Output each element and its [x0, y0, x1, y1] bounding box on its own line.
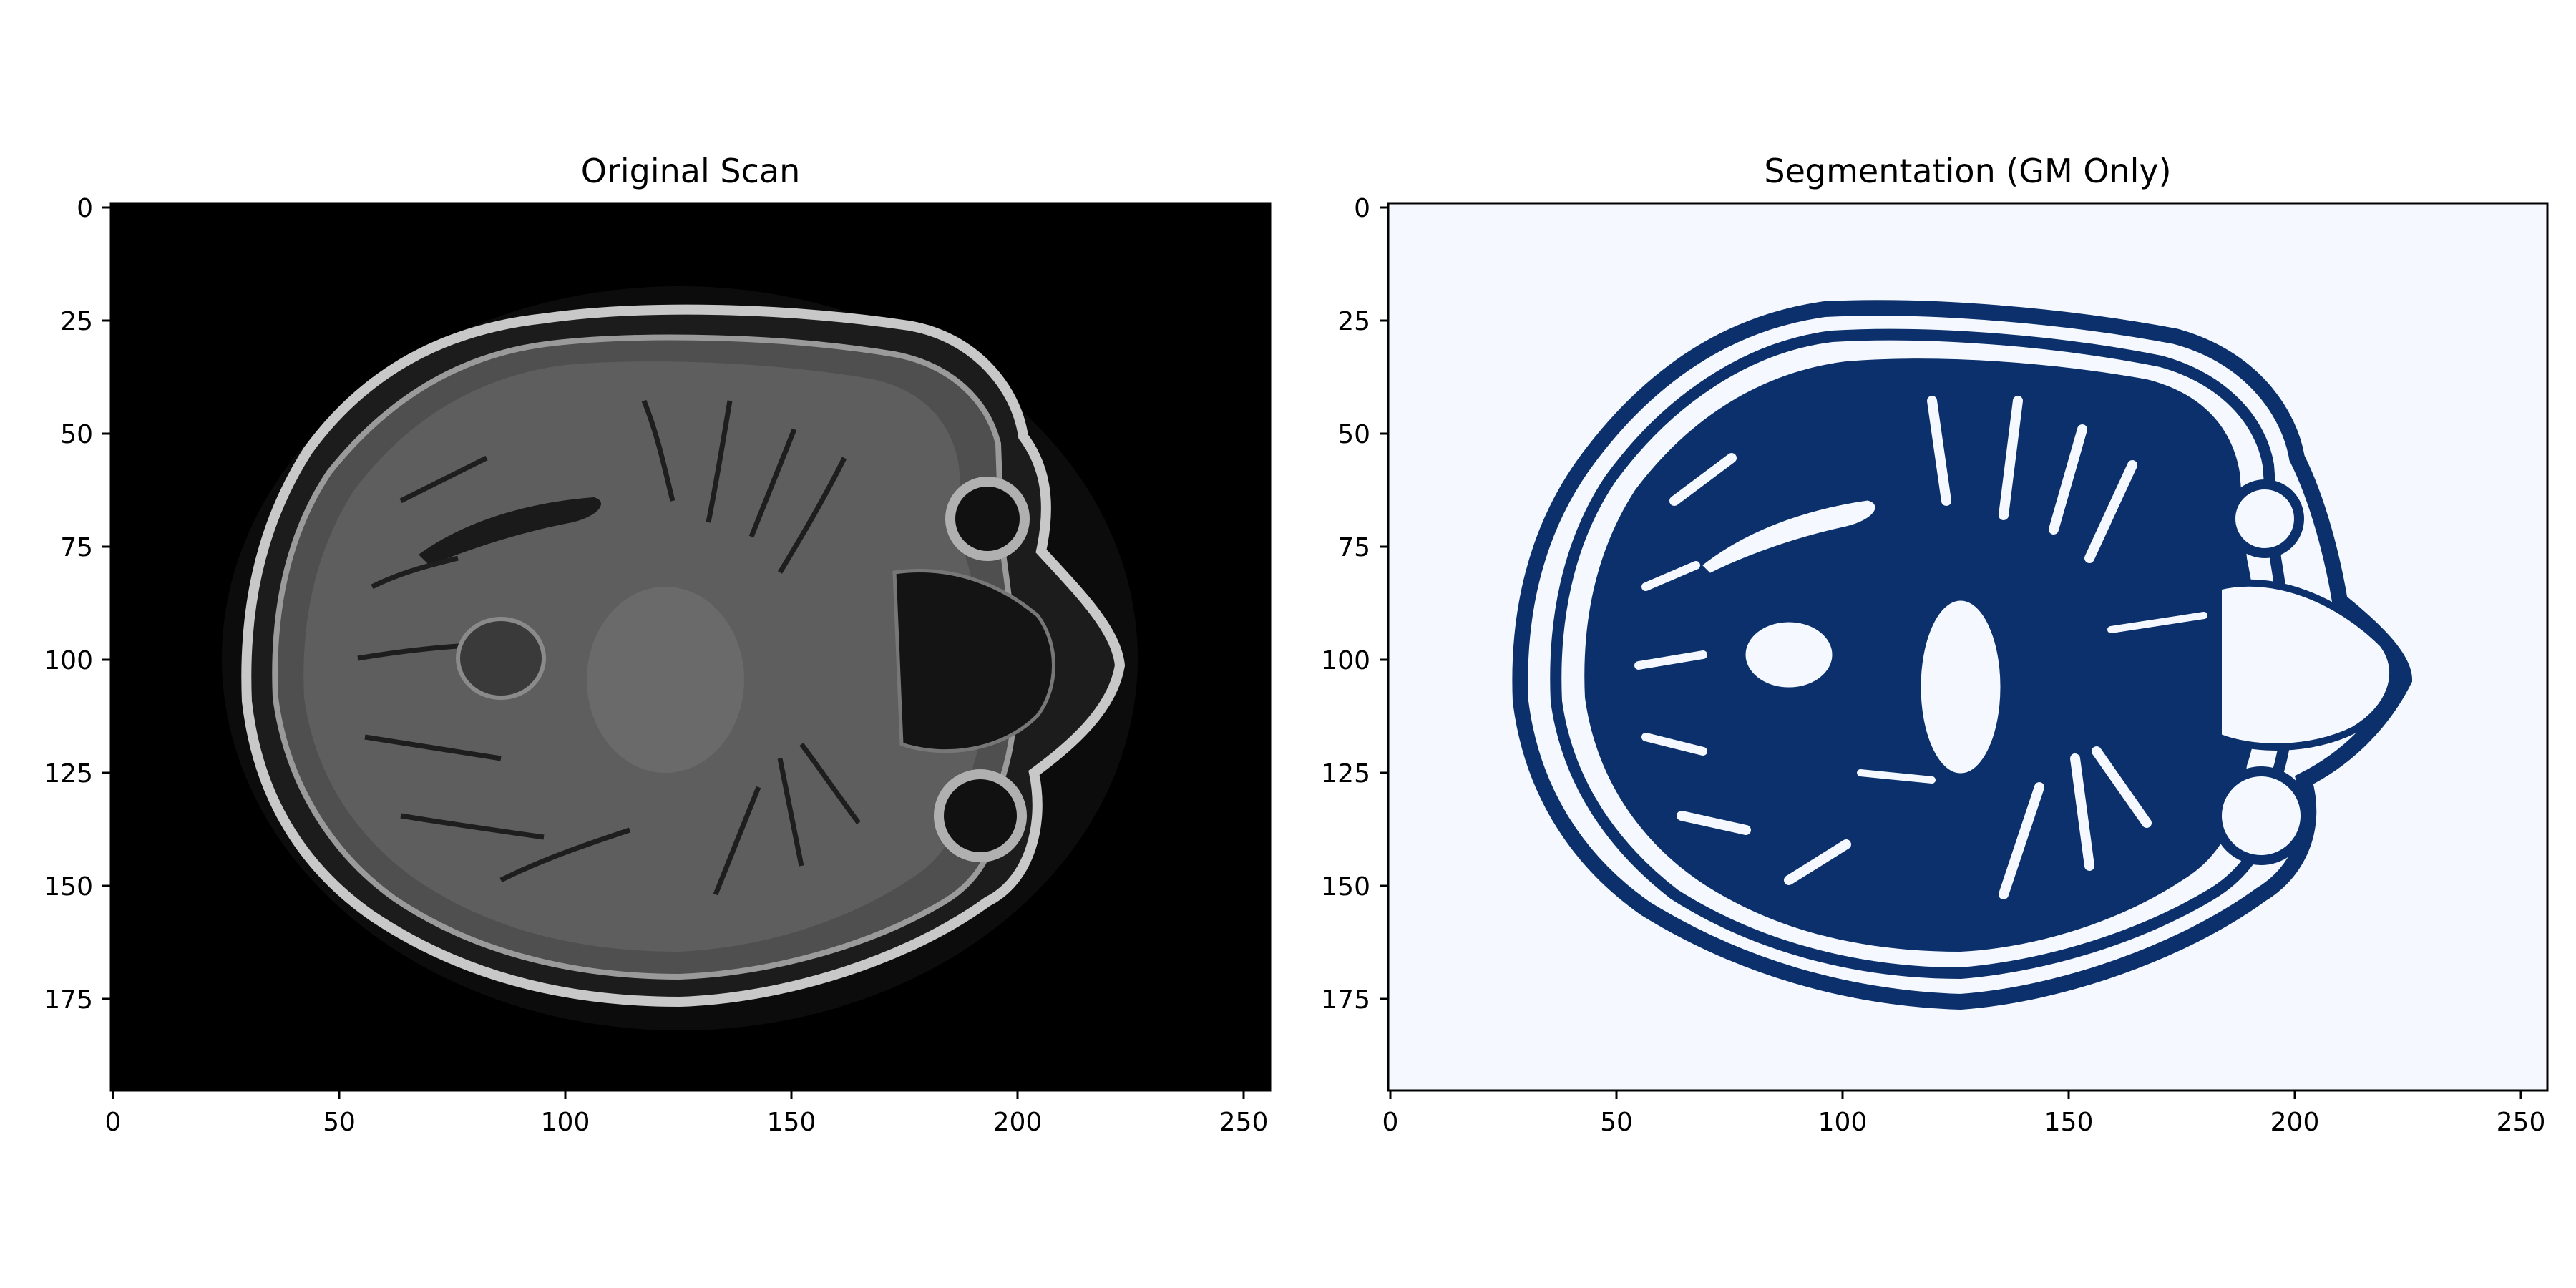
y-tick-label: 0 [77, 194, 93, 223]
y-tick: 125 [1321, 759, 1388, 789]
orbit-lower-mask [2212, 766, 2311, 865]
x-tick-label: 50 [1600, 1108, 1633, 1137]
y-tick: 75 [60, 533, 111, 562]
y-tick-label: 100 [1321, 646, 1370, 675]
y-tick-label: 50 [60, 420, 93, 449]
x-tick-label: 50 [323, 1108, 356, 1137]
y-tick: 0 [77, 194, 111, 223]
x-tick: 150 [2044, 1091, 2094, 1137]
y-tick: 175 [44, 985, 111, 1015]
y-tick: 50 [1337, 420, 1388, 449]
y-tick-label: 25 [1337, 307, 1370, 336]
x-tick-label: 150 [2044, 1108, 2094, 1137]
x-tick: 50 [323, 1091, 356, 1137]
y-tick: 50 [60, 420, 111, 449]
x-tick-label: 0 [105, 1108, 122, 1137]
y-tick-label: 25 [60, 307, 93, 336]
y-tick-label: 150 [1321, 872, 1370, 902]
x-tick: 200 [993, 1091, 1043, 1137]
panel-title: Segmentation (GM Only) [1764, 152, 2171, 190]
y-tick-label: 175 [44, 985, 93, 1015]
x-tick: 100 [1818, 1091, 1868, 1137]
y-tick: 0 [1354, 194, 1388, 223]
y-axis: 0 25 50 75 100 125 150 175 [44, 194, 111, 1015]
y-tick-label: 175 [1321, 985, 1370, 1015]
x-tick: 150 [767, 1091, 816, 1137]
y-tick: 100 [1321, 646, 1388, 675]
gray-matter-mask [1584, 358, 2260, 952]
x-tick: 50 [1600, 1091, 1633, 1137]
y-tick: 25 [60, 307, 111, 336]
y-tick: 75 [1337, 533, 1388, 562]
axes-frame [1387, 202, 2549, 1092]
panel-segmentation: Segmentation (GM Only) [1321, 152, 2549, 1137]
orbit-upper-mask [2225, 479, 2304, 558]
y-tick-label: 0 [1354, 194, 1370, 223]
x-tick: 100 [541, 1091, 590, 1137]
axes-frame [109, 202, 1272, 1092]
orbit-upper [945, 477, 1030, 561]
x-tick: 0 [1382, 1091, 1399, 1137]
x-tick-label: 200 [993, 1108, 1043, 1137]
y-axis: 0 25 50 75 100 125 150 175 [1321, 194, 1388, 1015]
x-tick-label: 0 [1382, 1108, 1399, 1137]
y-tick: 175 [1321, 985, 1388, 1015]
y-tick-label: 100 [44, 646, 93, 675]
y-tick-label: 150 [44, 872, 93, 902]
y-tick-label: 75 [60, 533, 93, 562]
panel-title: Original Scan [581, 152, 800, 190]
mask-outer-ring [1512, 300, 2413, 1010]
segmentation-image [1388, 203, 2547, 1091]
x-tick-label: 200 [2270, 1108, 2320, 1137]
x-tick: 250 [1219, 1091, 1269, 1137]
mask-inner-ring [1550, 328, 2295, 980]
nasal-cavity [892, 569, 1055, 753]
x-tick: 0 [105, 1091, 122, 1137]
ventricle [419, 497, 601, 565]
y-tick: 100 [44, 646, 111, 675]
non-gm-regions [1634, 396, 2207, 899]
x-tick-label: 100 [541, 1108, 590, 1137]
sulci [357, 399, 861, 896]
cerebral-peduncle [456, 617, 546, 700]
mri-image [111, 203, 1270, 1091]
y-tick-label: 50 [1337, 420, 1370, 449]
x-tick: 250 [2497, 1091, 2546, 1137]
orbit-lower [934, 769, 1027, 862]
x-tick-label: 250 [1219, 1108, 1269, 1137]
y-tick-label: 125 [1321, 759, 1370, 789]
y-tick-label: 75 [1337, 533, 1370, 562]
x-axis: 0 50 100 150 200 250 [1382, 1091, 2546, 1137]
panel-original-scan: Original Scan [44, 152, 1272, 1137]
x-tick: 200 [2270, 1091, 2320, 1137]
x-tick-label: 100 [1818, 1108, 1868, 1137]
brainstem [587, 587, 744, 773]
x-tick-label: 250 [2497, 1108, 2546, 1137]
y-tick: 150 [44, 872, 111, 902]
x-axis: 0 50 100 150 200 250 [105, 1091, 1269, 1137]
x-tick-label: 150 [767, 1108, 816, 1137]
y-tick: 25 [1337, 307, 1388, 336]
y-tick-label: 125 [44, 759, 93, 789]
y-tick: 150 [1321, 872, 1388, 902]
y-tick: 125 [44, 759, 111, 789]
nasal-mask [2215, 579, 2397, 751]
